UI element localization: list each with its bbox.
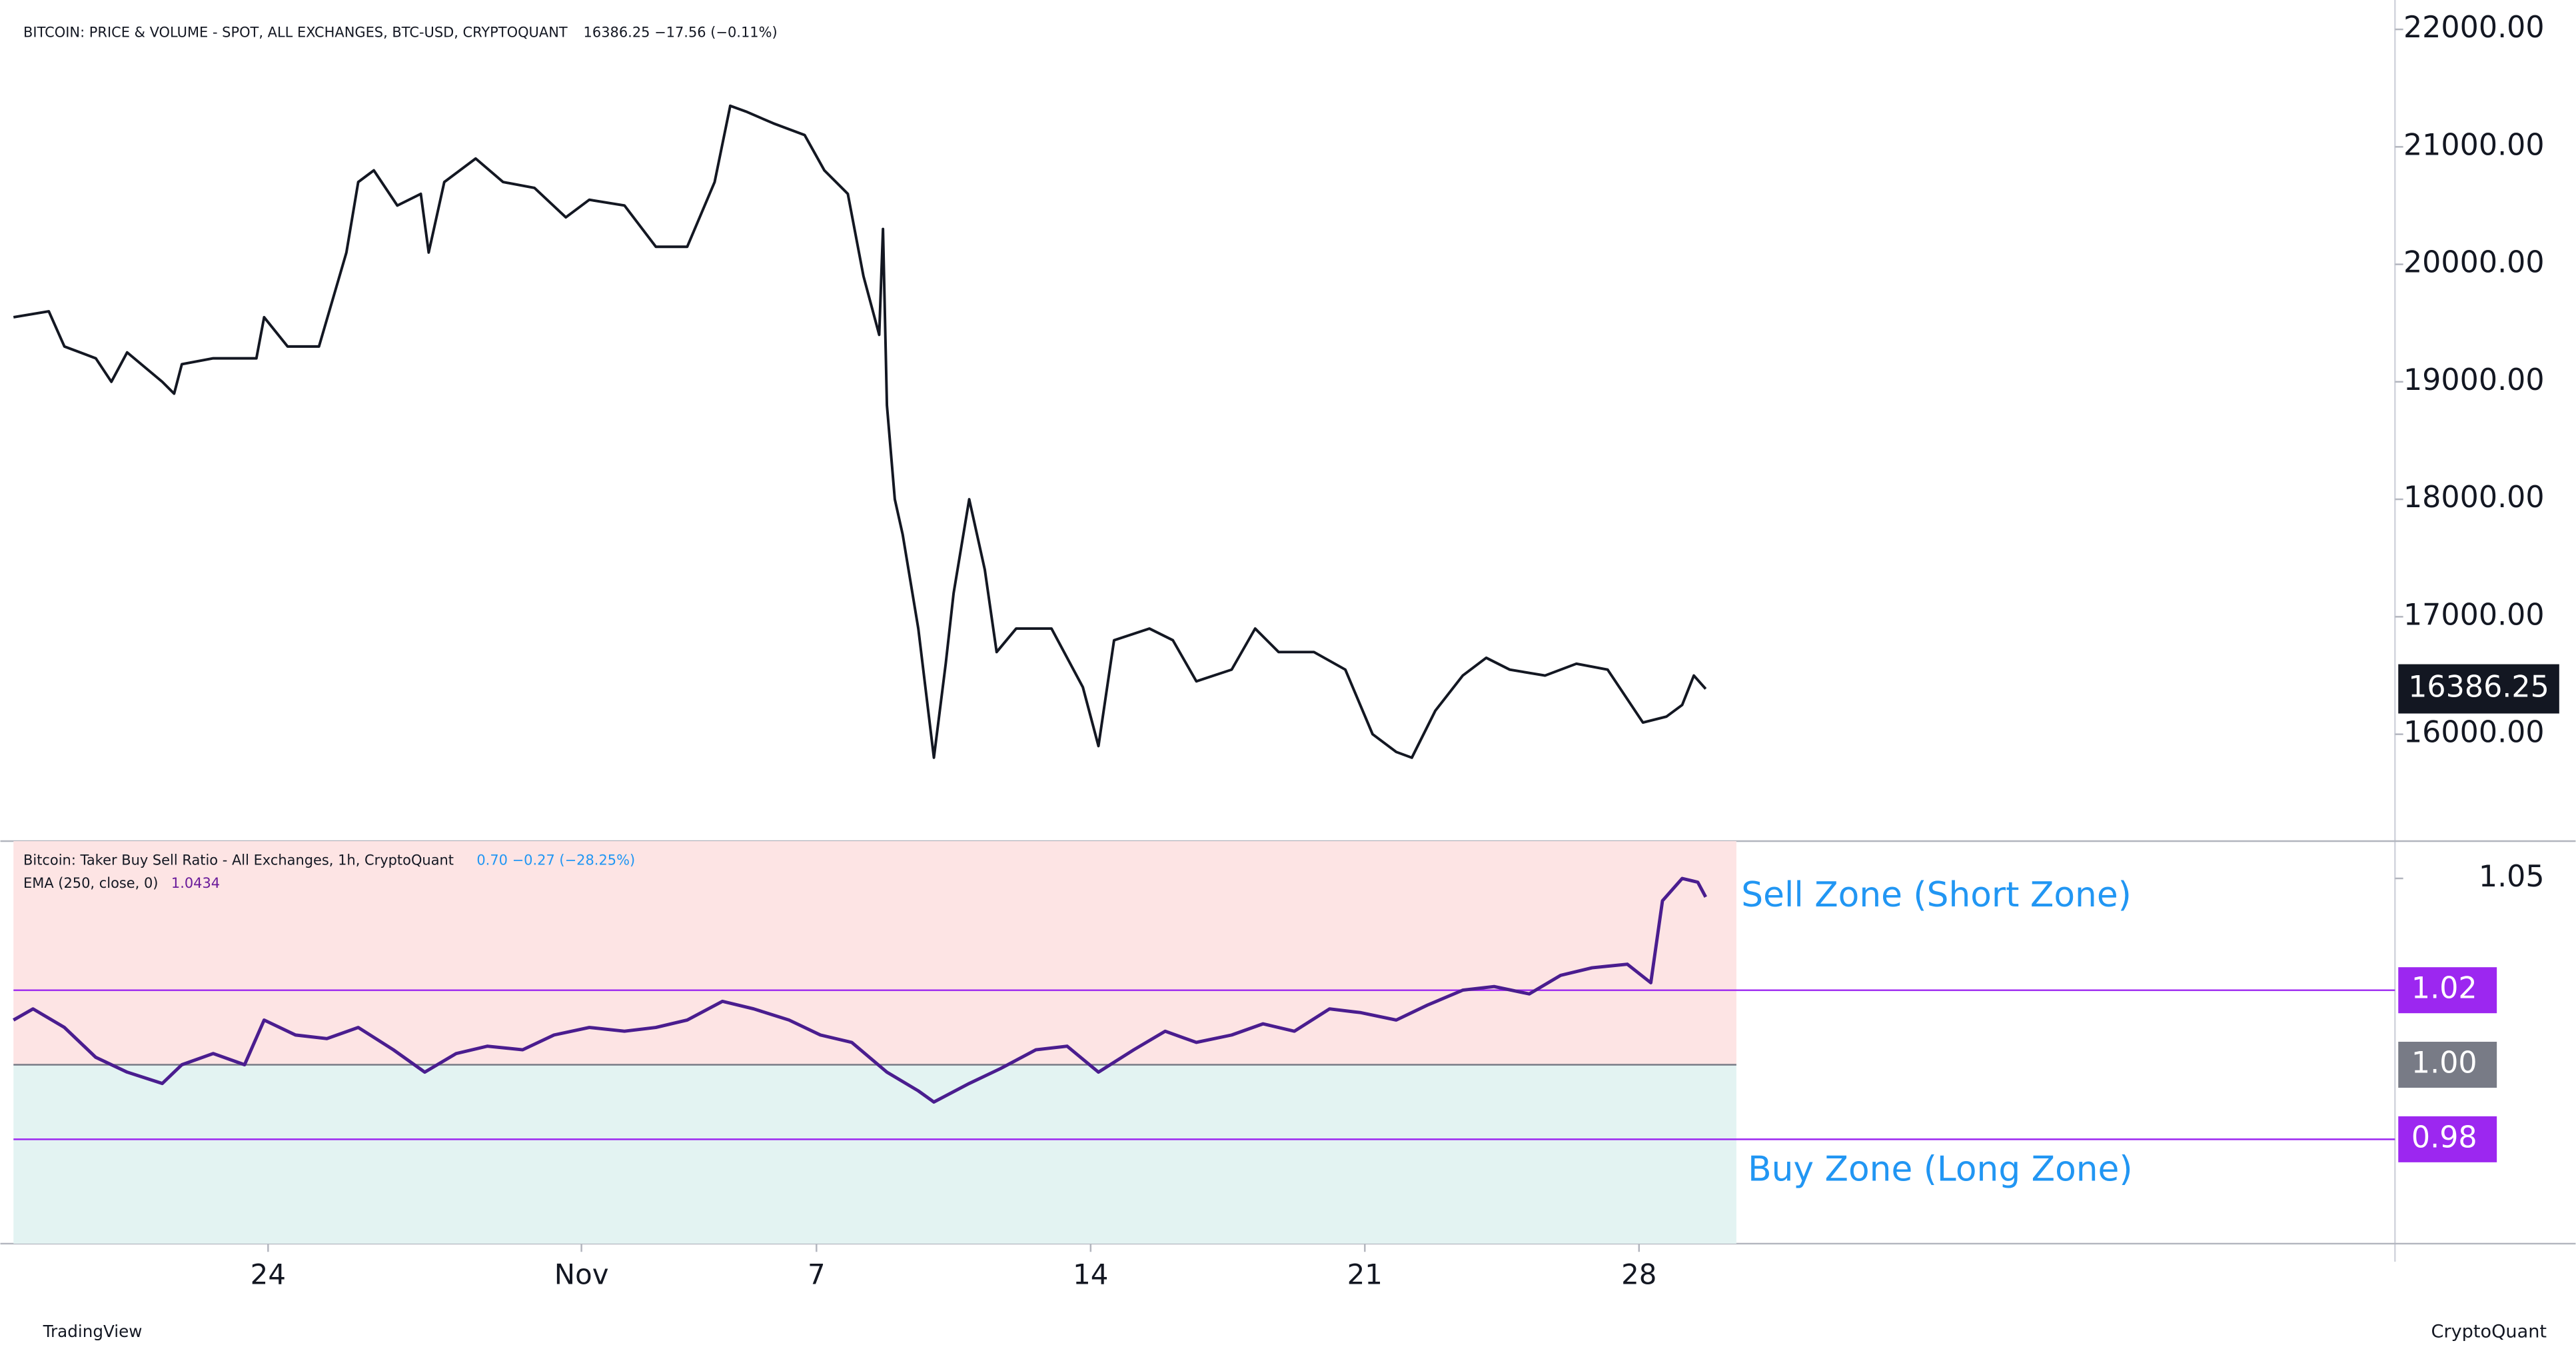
price-subtitle: 16386.25 −17.56 (−0.11%): [584, 24, 778, 40]
x-tick-label: 28: [1621, 1258, 1656, 1291]
footer-left: TradingView: [43, 1322, 143, 1341]
panel-title: Bitcoin: Taker Buy Sell Ratio - All Exch…: [23, 852, 454, 868]
level-box: [2398, 1116, 2497, 1162]
indicator-value: 1.0434: [171, 875, 220, 891]
y-tick-label: 22000.00: [2403, 11, 2545, 45]
sell-zone: [13, 841, 1736, 1065]
y-tick-label: 18000.00: [2403, 481, 2545, 515]
price-title: BITCOIN: PRICE & VOLUME - SPOT, ALL EXCH…: [23, 24, 568, 40]
level-box: [2398, 1042, 2497, 1088]
y-tick-label: 21000.00: [2403, 128, 2545, 162]
last-price-box: [2398, 664, 2559, 714]
y-tick-label: 20000.00: [2403, 246, 2545, 280]
y-tick-label: 19000.00: [2403, 363, 2545, 397]
x-tick-label: Nov: [554, 1258, 609, 1291]
level-box: [2398, 967, 2497, 1014]
footer-right: CryptoQuant: [2431, 1322, 2547, 1342]
y-tick-label: 16000.00: [2403, 716, 2545, 750]
panel-subtitle: 0.70 −0.27 (−28.25%): [476, 852, 635, 868]
indicator-name: EMA (250, close, 0): [23, 875, 158, 891]
level-label: 1.02: [2411, 972, 2477, 1006]
zone-label: Sell Zone (Short Zone): [1741, 875, 2132, 915]
last-price-label: 16386.25: [2408, 671, 2549, 704]
buy-zone: [13, 1064, 1736, 1244]
level-label: 0.98: [2411, 1120, 2477, 1154]
y-tick-label: 17000.00: [2403, 598, 2545, 632]
zone-label: Buy Zone (Long Zone): [1748, 1149, 2132, 1189]
x-tick-label: 24: [251, 1258, 286, 1291]
x-tick-label: 7: [808, 1258, 826, 1291]
series-line: [13, 876, 1707, 1104]
level-label: 1.00: [2411, 1046, 2477, 1080]
x-tick-label: 14: [1073, 1258, 1108, 1291]
x-tick-label: 21: [1347, 1258, 1383, 1291]
series-line: [13, 104, 1707, 759]
y-tick-label: 1.05: [2479, 860, 2545, 894]
